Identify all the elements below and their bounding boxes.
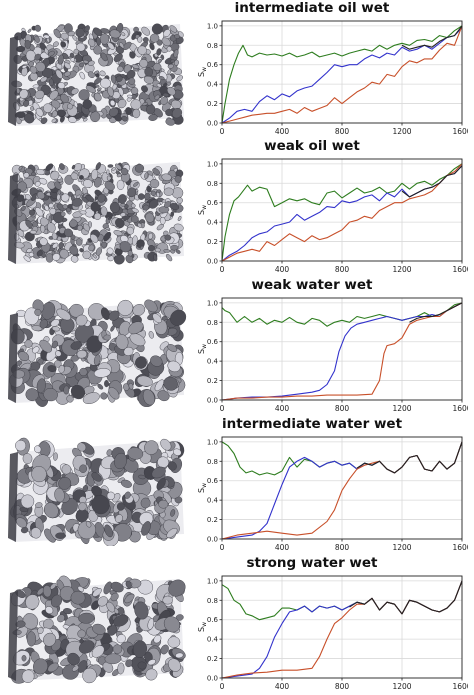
y-tick-label: 0.6 <box>207 199 219 207</box>
y-tick-label: 0.0 <box>207 397 218 405</box>
x-tick-label: 1200 <box>392 265 411 274</box>
series-line-red <box>221 163 463 262</box>
y-tick-label: 1.0 <box>207 160 218 168</box>
x-tick-label: 0 <box>220 543 225 552</box>
x-tick-label: 400 <box>275 127 290 136</box>
y-tick-label: 0.8 <box>207 597 218 605</box>
y-tick-label: 1.0 <box>207 577 218 585</box>
x-tick-label: 400 <box>275 543 290 552</box>
x-tick-label: 0 <box>220 682 225 691</box>
series-line-black <box>349 580 463 615</box>
x-tick-label: 1200 <box>392 404 411 413</box>
y-tick-label: 0.6 <box>207 616 219 624</box>
x-tick-label: 0 <box>220 265 225 274</box>
y-tick-label: 0.2 <box>207 100 218 108</box>
y-tick-label: 0.0 <box>207 536 218 544</box>
x-tick-label: 1200 <box>392 127 411 136</box>
y-tick-label: 0.8 <box>207 180 218 188</box>
y-tick-label: 0.4 <box>207 636 219 644</box>
pore-rendering-image <box>8 437 185 546</box>
pore-rendering-image <box>8 162 184 265</box>
y-tick-label: 0.2 <box>207 516 218 524</box>
series-line-black <box>356 441 463 474</box>
y-tick-label: 0.8 <box>207 458 218 466</box>
y-tick-label: 1.0 <box>207 438 218 446</box>
y-axis-label: Sw <box>198 205 208 215</box>
y-tick-label: 1.0 <box>207 22 218 30</box>
y-tick-label: 1.0 <box>207 299 218 307</box>
x-tick-label: 800 <box>335 265 350 274</box>
x-tick-label: 800 <box>335 682 350 691</box>
chart-title: intermediate water wet <box>221 416 403 432</box>
series-line-black <box>401 25 463 50</box>
series-line-black <box>409 302 463 323</box>
chart-title: weak oil wet <box>264 138 360 154</box>
chart-title: weak water wet <box>251 277 373 293</box>
y-tick-label: 0.4 <box>207 358 219 366</box>
y-tick-label: 0.6 <box>207 338 219 346</box>
x-tick-label: 400 <box>275 265 290 274</box>
y-tick-label: 0.2 <box>207 377 218 385</box>
y-axis-label: Sw <box>198 67 208 77</box>
y-tick-label: 0.8 <box>207 42 218 50</box>
x-tick-label: 1200 <box>392 682 411 691</box>
chart-title: strong water wet <box>246 555 378 571</box>
y-tick-label: 0.2 <box>207 655 218 663</box>
chart-title: intermediate oil wet <box>234 0 390 16</box>
x-tick-label: 0 <box>220 127 225 136</box>
pore-rendering-image <box>8 299 187 407</box>
y-axis-label: Sw <box>198 483 208 493</box>
x-tick-label: 0 <box>220 404 225 413</box>
y-tick-label: 0.2 <box>207 238 218 246</box>
x-tick-label: 400 <box>275 682 290 691</box>
y-tick-label: 0.0 <box>207 675 218 683</box>
pore-rendering-image <box>8 22 184 126</box>
series-line-green <box>221 302 463 327</box>
series-line-blue <box>221 27 463 124</box>
y-tick-label: 0.6 <box>207 477 219 485</box>
series-line-red <box>221 25 463 124</box>
x-tick-label: 800 <box>335 404 350 413</box>
pore-rendering-image <box>8 575 186 684</box>
y-tick-label: 0.4 <box>207 497 219 505</box>
y-tick-label: 0.8 <box>207 319 218 327</box>
y-tick-label: 0.4 <box>207 219 219 227</box>
y-tick-label: 0.0 <box>207 258 218 266</box>
series-line-black <box>401 165 463 198</box>
y-axis-label: Sw <box>198 622 208 632</box>
x-tick-label: 1200 <box>392 543 411 552</box>
x-tick-label: 800 <box>335 127 350 136</box>
y-tick-label: 0.4 <box>207 81 219 89</box>
x-tick-label: 800 <box>335 543 350 552</box>
series-line-blue <box>221 302 463 401</box>
x-tick-label: 400 <box>275 404 290 413</box>
y-tick-label: 0.0 <box>207 120 218 128</box>
panel-2: weak oil wet0400800120016000.00.20.40.60… <box>0 138 474 277</box>
y-axis-label: Sw <box>198 344 208 354</box>
series-line-green <box>221 25 463 124</box>
y-tick-label: 0.6 <box>207 61 219 69</box>
series-line-green <box>221 163 463 262</box>
